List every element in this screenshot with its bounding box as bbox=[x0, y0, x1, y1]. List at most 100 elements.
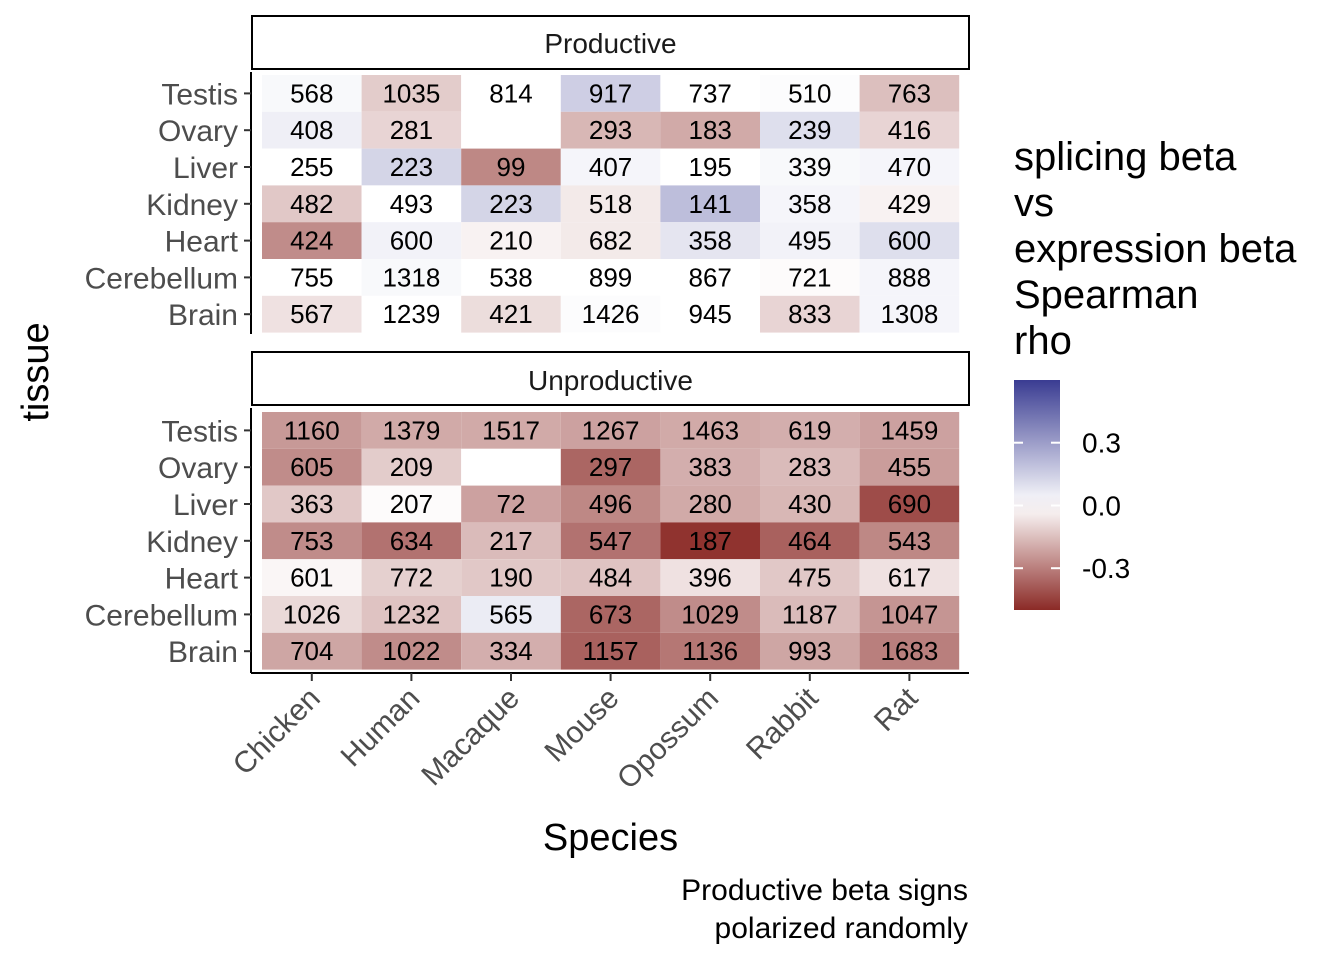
x-tick-label: Macaque bbox=[415, 682, 526, 793]
y-tick-label: Kidney bbox=[146, 526, 238, 559]
cell-count-label: 1379 bbox=[382, 415, 440, 445]
cell-count-label: 363 bbox=[290, 489, 333, 519]
cell-count-label: 429 bbox=[888, 189, 931, 219]
cell-count-label: 1463 bbox=[681, 415, 739, 445]
cell-count-label: 358 bbox=[788, 189, 831, 219]
x-tick-label: Mouse bbox=[539, 682, 626, 769]
heat-cell bbox=[859, 222, 960, 259]
heat-cell bbox=[660, 148, 760, 186]
heat-cell bbox=[262, 259, 362, 296]
heat-cell bbox=[859, 412, 960, 449]
cell-count-label: 280 bbox=[689, 489, 732, 519]
heat-cell bbox=[262, 111, 362, 149]
cell-count-label: 396 bbox=[689, 563, 732, 593]
y-tick-label: Ovary bbox=[158, 452, 238, 485]
heat-cell bbox=[361, 632, 462, 670]
cell-count-label: 673 bbox=[589, 599, 632, 629]
cell-count-label: 421 bbox=[489, 299, 532, 329]
cell-count-label: 72 bbox=[497, 489, 526, 519]
legend-tick-label: 0.3 bbox=[1082, 428, 1121, 459]
cell-count-label: 1517 bbox=[482, 415, 540, 445]
cell-count-label: 297 bbox=[589, 452, 632, 482]
heat-cell bbox=[760, 295, 860, 333]
y-tick-label: Cerebellum bbox=[85, 599, 238, 632]
cell-count-label: 510 bbox=[788, 78, 831, 108]
heat-cell bbox=[361, 148, 462, 186]
cell-count-label: 283 bbox=[788, 452, 831, 482]
heat-cell bbox=[760, 559, 860, 596]
y-tick-label: Brain bbox=[168, 636, 238, 669]
cell-count-label: 601 bbox=[290, 563, 333, 593]
cell-count-label: 416 bbox=[888, 115, 931, 145]
cell-count-label: 358 bbox=[689, 226, 732, 256]
cell-count-label: 495 bbox=[788, 226, 831, 256]
cell-count-label: 888 bbox=[888, 262, 931, 292]
heat-cell bbox=[461, 222, 561, 259]
cell-count-label: 600 bbox=[888, 226, 931, 256]
strip-productive-label: Productive bbox=[544, 28, 676, 59]
x-tick-label: Rat bbox=[868, 681, 925, 738]
x-tick-label: Human bbox=[335, 682, 427, 774]
y-axis-title: tissue bbox=[15, 322, 57, 421]
heat-cell bbox=[859, 259, 960, 296]
heat-cell bbox=[461, 295, 561, 333]
caption-line-2: polarized randomly bbox=[715, 912, 968, 945]
caption-line-1: Productive beta signs bbox=[681, 874, 968, 907]
heat-cell bbox=[361, 75, 462, 112]
cell-count-label: 1232 bbox=[382, 599, 440, 629]
heat-cell bbox=[760, 485, 860, 523]
cell-count-label: 209 bbox=[390, 452, 433, 482]
heat-cell bbox=[760, 148, 860, 186]
legend-title-line-4: Spearman bbox=[1014, 273, 1199, 317]
heat-cell bbox=[461, 522, 561, 560]
heat-cell bbox=[262, 596, 362, 633]
cell-count-label: 565 bbox=[489, 599, 532, 629]
heat-cell bbox=[361, 596, 462, 633]
cell-count-label: 753 bbox=[290, 526, 333, 556]
heat-cell bbox=[560, 259, 661, 296]
cell-count-label: 763 bbox=[888, 78, 931, 108]
heat-cell bbox=[760, 448, 860, 486]
y-tick-label: Ovary bbox=[158, 115, 238, 148]
heat-cell bbox=[660, 448, 760, 486]
heat-cell bbox=[859, 522, 960, 560]
heat-cell bbox=[560, 75, 661, 112]
heat-cell bbox=[760, 412, 860, 449]
heat-cell bbox=[461, 259, 561, 296]
cell-count-label: 833 bbox=[788, 299, 831, 329]
heat-cell bbox=[660, 485, 760, 523]
heat-cell bbox=[859, 596, 960, 633]
heat-cell bbox=[760, 632, 860, 670]
heat-cell bbox=[660, 559, 760, 596]
y-tick-label: Liver bbox=[173, 152, 238, 185]
heat-cell bbox=[660, 185, 760, 223]
heat-cell bbox=[560, 111, 661, 149]
cell-count-label: 281 bbox=[390, 115, 433, 145]
heat-cell bbox=[461, 75, 561, 112]
heat-cell bbox=[660, 222, 760, 259]
y-tick-label: Heart bbox=[165, 226, 239, 259]
heat-cell bbox=[262, 222, 362, 259]
cell-count-label: 255 bbox=[290, 152, 333, 182]
cell-count-label: 867 bbox=[689, 262, 732, 292]
cell-count-label: 1683 bbox=[880, 636, 938, 666]
heat-cell bbox=[461, 632, 561, 670]
cell-count-label: 682 bbox=[589, 226, 632, 256]
heat-cell bbox=[859, 111, 960, 149]
heat-cell bbox=[760, 185, 860, 223]
cell-count-label: 538 bbox=[489, 262, 532, 292]
heat-cell bbox=[262, 559, 362, 596]
legend-title-line-2: vs bbox=[1014, 181, 1054, 225]
strip-unproductive-box bbox=[251, 351, 970, 406]
heat-cell bbox=[262, 522, 362, 560]
heat-cell bbox=[560, 412, 661, 449]
heat-cell bbox=[859, 559, 960, 596]
cell-count-label: 1267 bbox=[582, 415, 640, 445]
strip-productive-box bbox=[251, 15, 970, 70]
heat-cell bbox=[560, 559, 661, 596]
cell-count-label: 210 bbox=[489, 226, 532, 256]
cell-count-label: 1029 bbox=[681, 599, 739, 629]
cell-count-label: 470 bbox=[888, 152, 931, 182]
heat-cell bbox=[361, 222, 462, 259]
